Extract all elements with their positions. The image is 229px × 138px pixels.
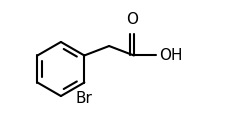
Text: O: O	[125, 12, 137, 27]
Text: Br: Br	[76, 91, 92, 106]
Text: OH: OH	[158, 48, 181, 63]
